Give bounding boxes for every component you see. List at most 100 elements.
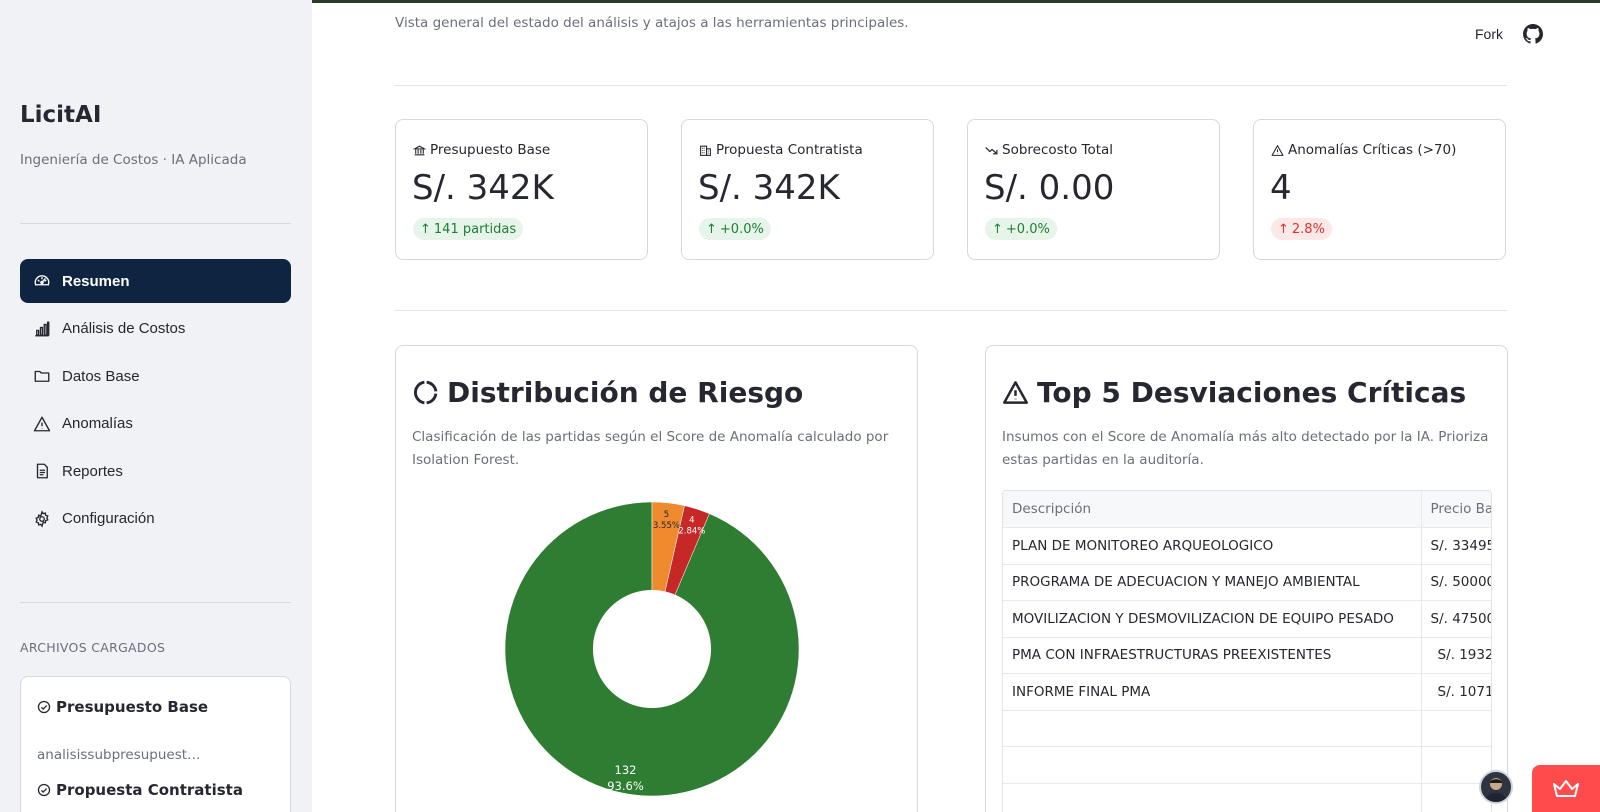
table-row-empty [1003, 746, 1491, 784]
arrow-up-icon: ↑ [992, 221, 1003, 237]
table-row[interactable]: MOVILIZACION Y DESMOVILIZACION DE EQUIPO… [1003, 600, 1491, 638]
crown-icon [1553, 779, 1579, 797]
metric-delta: ↑ 2.8% [1271, 218, 1332, 240]
sidebar: LicitAI Ingeniería de Costos · IA Aplica… [0, 0, 312, 812]
section-divider [395, 310, 1507, 311]
sidebar-item-label: Análisis de Costos [62, 320, 186, 337]
streamlit-badge-button[interactable] [1532, 765, 1600, 812]
page-subtitle: Vista general del estado del análisis y … [395, 15, 909, 31]
cell-precio: S/. 1071.20 [1421, 673, 1491, 711]
sidebar-item-reportes[interactable]: Reportes [20, 449, 291, 493]
fork-button[interactable]: Fork [1475, 26, 1503, 42]
table-row[interactable]: PROGRAMA DE ADECUACION Y MANEJO AMBIENTA… [1003, 564, 1491, 601]
file-title: Presupuesto Base [37, 698, 208, 716]
document-icon [36, 463, 48, 479]
table-header-row: Descripción Precio Base [1003, 491, 1491, 528]
warning-icon [1271, 144, 1284, 156]
loaded-files-box: Presupuesto Base analisissubpresupuest… … [20, 676, 291, 812]
metric-label: Propuesta Contratista [716, 142, 863, 158]
gear-icon [35, 509, 49, 528]
building-icon [700, 145, 711, 156]
metric-delta: ↑ +0.0% [985, 218, 1057, 240]
metric-anomalias-criticas: Anomalías Críticas (>70) 4 ↑ 2.8% [1253, 119, 1506, 260]
table-row-empty [1003, 710, 1491, 747]
bar-chart-icon [35, 321, 50, 336]
deviations-table[interactable]: Descripción Precio Base PLAN DE MONITORE… [1002, 490, 1492, 812]
metric-value: S/. 0.00 [984, 168, 1115, 208]
bank-icon [413, 145, 426, 155]
file-title: Propuesta Contratista [37, 781, 243, 799]
risk-donut-chart: 132 93.6% 42.84% 53.55% [504, 501, 800, 797]
metric-label: Sobrecosto Total [1002, 142, 1114, 158]
cell-descripcion: PLAN DE MONITOREO ARQUEOLOGICO [1003, 527, 1422, 565]
trend-down-icon [985, 146, 998, 154]
sidebar-nav: Resumen Análisis de Costos Datos Base An… [20, 259, 291, 544]
app-subtitle: Ingeniería de Costos · IA Aplicada [20, 152, 247, 168]
column-header[interactable]: Precio Base [1421, 491, 1491, 528]
metric-sobrecosto-total: Sobrecosto Total S/. 0.00 ↑ +0.0% [967, 119, 1220, 260]
main-content: Vista general del estado del análisis y … [312, 0, 1600, 812]
metric-delta: ↑ +0.0% [699, 218, 771, 240]
github-icon[interactable] [1523, 24, 1543, 44]
avatar[interactable] [1479, 770, 1513, 804]
sidebar-item-datos-base[interactable]: Datos Base [20, 354, 291, 398]
cell-descripcion: PMA CON INFRAESTRUCTURAS PREEXISTENTES [1003, 637, 1422, 674]
sidebar-item-label: Reportes [62, 462, 123, 480]
sidebar-item-analisis[interactable]: Análisis de Costos [20, 307, 291, 351]
check-circle-icon [37, 783, 51, 797]
card-title: Distribución de Riesgo [447, 376, 804, 409]
slice-value-label: 132 [615, 763, 637, 777]
metric-delta: ↑ 141 partidas [413, 218, 524, 240]
pie-slice[interactable] [504, 501, 800, 797]
cell-precio: S/. 47500.00 [1421, 600, 1491, 638]
section-divider [395, 85, 1507, 86]
slice-percent-label: 3.55% [653, 521, 680, 531]
sidebar-divider [20, 602, 291, 603]
pie-slice[interactable] [651, 501, 685, 592]
arrow-up-icon: ↑ [706, 221, 717, 237]
slice-value-label: 5 [664, 510, 669, 520]
warning-icon [1003, 381, 1028, 404]
sidebar-divider [20, 223, 291, 224]
files-section-label: ARCHIVOS CARGADOS [20, 640, 166, 655]
table-row-empty [1003, 783, 1491, 812]
person-icon [1485, 778, 1507, 802]
cell-descripcion: PROGRAMA DE ADECUACION Y MANEJO AMBIENTA… [1003, 564, 1422, 601]
app-title: LicitAI [20, 102, 102, 128]
sidebar-item-resumen[interactable]: Resumen [20, 259, 291, 303]
table-row[interactable]: PMA CON INFRAESTRUCTURAS PREEXISTENTES S/… [1003, 637, 1491, 674]
file-name: analisissubpresupuest… [37, 747, 201, 763]
sidebar-item-label: Configuración [62, 510, 155, 527]
cell-descripcion: INFORME FINAL PMA [1003, 673, 1422, 711]
gauge-icon [34, 275, 50, 286]
metric-label: Presupuesto Base [430, 142, 551, 158]
cell-precio: S/. 33495.00 [1421, 527, 1491, 565]
metric-value: S/. 342K [412, 168, 554, 208]
slice-percent-label: 2.84% [678, 526, 705, 536]
cell-precio: S/. 50000.00 [1421, 564, 1491, 601]
metric-value: S/. 342K [698, 168, 840, 208]
sidebar-item-label: Anomalías [62, 415, 133, 432]
top-border [0, 0, 1600, 3]
warning-icon [33, 416, 51, 431]
column-header[interactable]: Descripción [1003, 491, 1422, 528]
sidebar-item-anomalias[interactable]: Anomalías [20, 402, 291, 446]
donut-chart-icon [413, 380, 438, 405]
check-circle-icon [37, 700, 51, 714]
arrow-up-icon: ↑ [420, 221, 431, 237]
sidebar-item-label: Resumen [62, 272, 130, 290]
sidebar-item-label: Datos Base [62, 367, 140, 385]
risk-distribution-card: Distribución de Riesgo Clasificación de … [395, 345, 918, 812]
metric-propuesta-contratista: Propuesta Contratista S/. 342K ↑ +0.0% [681, 119, 934, 260]
metric-value: 4 [1270, 168, 1292, 208]
metric-label: Anomalías Críticas (>70) [1288, 142, 1457, 158]
metric-presupuesto-base: Presupuesto Base S/. 342K ↑ 141 partidas [395, 119, 648, 260]
sidebar-item-configuracion[interactable]: Configuración [20, 497, 291, 541]
slice-percent-label: 93.6% [607, 779, 644, 793]
slice-value-label: 4 [689, 515, 694, 525]
cell-descripcion: MOVILIZACION Y DESMOVILIZACION DE EQUIPO… [1003, 600, 1422, 638]
arrow-up-icon: ↑ [1278, 221, 1289, 237]
folder-icon [34, 370, 50, 382]
